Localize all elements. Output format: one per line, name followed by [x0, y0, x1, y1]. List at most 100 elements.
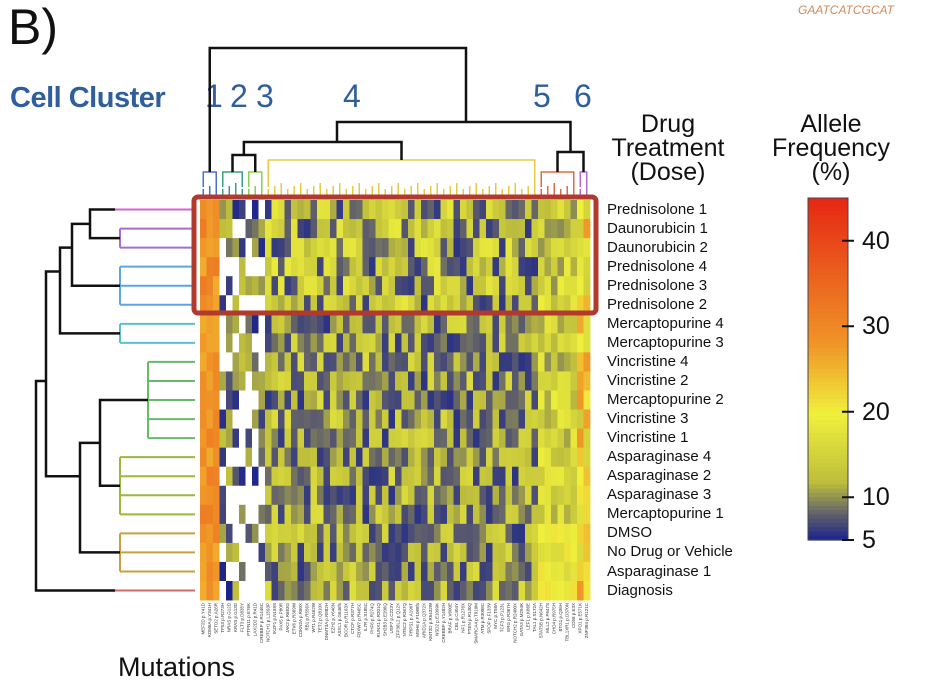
mutation-label: USP7 p.C223Y — [389, 603, 394, 634]
heatmap-cell — [427, 371, 435, 391]
heatmap-cell — [492, 428, 500, 449]
heatmap-cell — [291, 314, 298, 334]
heatmap-cell — [505, 219, 513, 239]
heatmap-cell — [440, 409, 448, 429]
heatmap-cell — [265, 390, 272, 410]
heatmap-cell — [245, 371, 253, 391]
heatmap-cell — [232, 238, 240, 258]
heatmap-cell — [466, 485, 474, 506]
heatmap-cell — [245, 409, 253, 429]
colorbar-segment — [808, 535, 848, 541]
heatmap-cell — [531, 314, 539, 334]
heatmap-cell — [570, 485, 578, 506]
heatmap-cell — [538, 314, 545, 334]
heatmap-cell — [414, 390, 422, 410]
heatmap-cell — [369, 561, 376, 582]
column-dendrogram-link — [231, 153, 257, 172]
heatmap-cell — [421, 466, 428, 487]
heatmap-cell — [317, 295, 324, 315]
heatmap-cell — [447, 390, 454, 410]
colorbar-segment — [808, 441, 848, 447]
row-label: Prednisolone 2 — [607, 295, 708, 313]
heatmap-cell — [343, 295, 350, 315]
heatmap-cell — [284, 485, 292, 506]
heatmap-cell — [271, 295, 279, 315]
heatmap-cell — [401, 257, 409, 277]
mutation-label: ASXL1 p.G646fs — [337, 602, 342, 636]
mutations-label: Mutations — [118, 652, 236, 682]
row-label: Mercaptopurine 2 — [607, 391, 724, 408]
heatmap-cell — [226, 371, 233, 391]
heatmap-cell — [232, 466, 240, 487]
colorbar-segment — [808, 296, 848, 302]
colorbar-segment — [808, 531, 848, 537]
heatmap-cell — [356, 276, 363, 296]
heatmap-cell — [440, 390, 448, 410]
heatmap-cell — [206, 390, 214, 410]
heatmap-cell — [564, 428, 571, 449]
heatmap-cell — [304, 371, 311, 391]
heatmap-cell — [336, 390, 344, 410]
heatmap-cell — [466, 504, 474, 525]
colorbar-segment — [808, 433, 848, 439]
heatmap-cell — [427, 200, 435, 220]
heatmap-cell — [284, 447, 292, 468]
heatmap-cell — [369, 485, 376, 506]
heatmap-cell — [323, 542, 331, 563]
heatmap-cell — [252, 314, 259, 334]
heatmap-cell — [453, 333, 461, 353]
heatmap-cell — [473, 352, 480, 372]
heatmap-cell — [356, 561, 363, 582]
heatmap-cell — [219, 295, 227, 315]
heatmap-cell — [349, 333, 357, 353]
heatmap-cell — [479, 333, 487, 353]
colorbar-segment — [808, 339, 848, 344]
heatmap-cell — [473, 314, 480, 334]
heatmap-cell — [453, 504, 461, 525]
heatmap-cell — [531, 371, 539, 391]
heatmap-cell — [369, 238, 376, 258]
heatmap-cell — [395, 219, 402, 239]
colorbar-segment — [808, 206, 848, 212]
heatmap-cell — [434, 276, 441, 296]
mutation-label: EZH2 p.Y646N — [331, 603, 336, 633]
heatmap-cell — [570, 466, 578, 487]
heatmap-cell — [219, 238, 227, 258]
heatmap-cell — [570, 447, 578, 468]
column-dendrogram-link — [208, 46, 468, 172]
heatmap-cell — [284, 466, 292, 487]
row-label: Diagnosis — [607, 581, 673, 599]
heatmap-cell — [453, 485, 461, 506]
colorbar-segment — [808, 309, 848, 315]
heatmap-cell — [226, 257, 233, 277]
heatmap-cell — [577, 390, 584, 410]
heatmap-cell — [408, 466, 415, 487]
dna-logo-icon: GAATCATCGCAT — [798, 3, 896, 17]
heatmap-cell — [421, 428, 428, 449]
heatmap-cell — [343, 428, 350, 449]
heatmap-cell — [538, 295, 545, 315]
heatmap-cell — [213, 409, 220, 429]
heatmap-cell — [486, 352, 493, 372]
heatmap-cell — [570, 542, 578, 563]
heatmap-cell — [284, 542, 292, 563]
heatmap-cell — [232, 542, 240, 563]
heatmap-cell — [544, 485, 552, 506]
heatmap-cell — [486, 447, 493, 468]
heatmap-cell — [330, 409, 337, 429]
heatmap-cell — [362, 466, 370, 487]
heatmap-cell — [440, 428, 448, 449]
heatmap-cell — [297, 581, 305, 601]
heatmap-cell — [317, 257, 324, 277]
colorbar-segment — [808, 330, 848, 336]
heatmap-cell — [232, 295, 240, 315]
heatmap-cell — [414, 371, 422, 391]
heatmap-cell — [252, 390, 259, 410]
heatmap-cell — [343, 219, 350, 239]
colorbar-segment — [808, 232, 848, 238]
heatmap-cell — [427, 390, 435, 410]
heatmap-cell — [577, 504, 584, 525]
colorbar-segment — [808, 304, 848, 310]
heatmap-cell — [479, 428, 487, 449]
heatmap-cell — [518, 504, 526, 525]
